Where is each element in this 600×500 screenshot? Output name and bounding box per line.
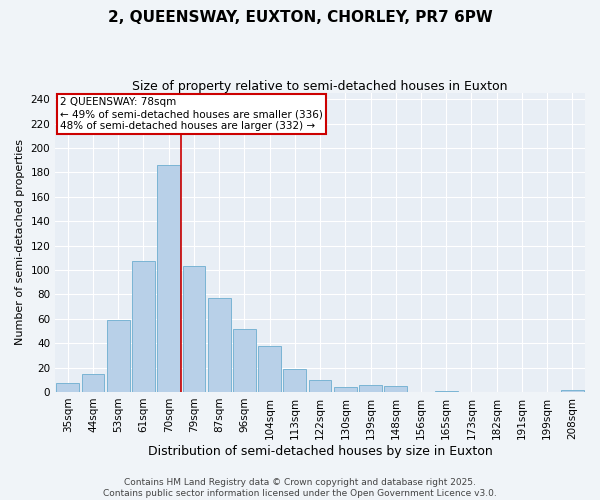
Bar: [107, 320, 130, 392]
Bar: [233, 328, 256, 392]
Bar: [561, 390, 584, 392]
Bar: [385, 386, 407, 392]
Title: Size of property relative to semi-detached houses in Euxton: Size of property relative to semi-detach…: [133, 80, 508, 93]
Bar: [82, 374, 104, 392]
Y-axis label: Number of semi-detached properties: Number of semi-detached properties: [15, 140, 25, 346]
X-axis label: Distribution of semi-detached houses by size in Euxton: Distribution of semi-detached houses by …: [148, 444, 493, 458]
Bar: [132, 262, 155, 392]
Bar: [258, 346, 281, 392]
Text: 2, QUEENSWAY, EUXTON, CHORLEY, PR7 6PW: 2, QUEENSWAY, EUXTON, CHORLEY, PR7 6PW: [107, 10, 493, 25]
Bar: [435, 390, 458, 392]
Text: 2 QUEENSWAY: 78sqm
← 49% of semi-detached houses are smaller (336)
48% of semi-d: 2 QUEENSWAY: 78sqm ← 49% of semi-detache…: [61, 98, 323, 130]
Bar: [359, 384, 382, 392]
Bar: [334, 387, 356, 392]
Bar: [182, 266, 205, 392]
Text: Contains HM Land Registry data © Crown copyright and database right 2025.
Contai: Contains HM Land Registry data © Crown c…: [103, 478, 497, 498]
Bar: [309, 380, 331, 392]
Bar: [208, 298, 230, 392]
Bar: [283, 369, 306, 392]
Bar: [56, 384, 79, 392]
Bar: [157, 165, 180, 392]
